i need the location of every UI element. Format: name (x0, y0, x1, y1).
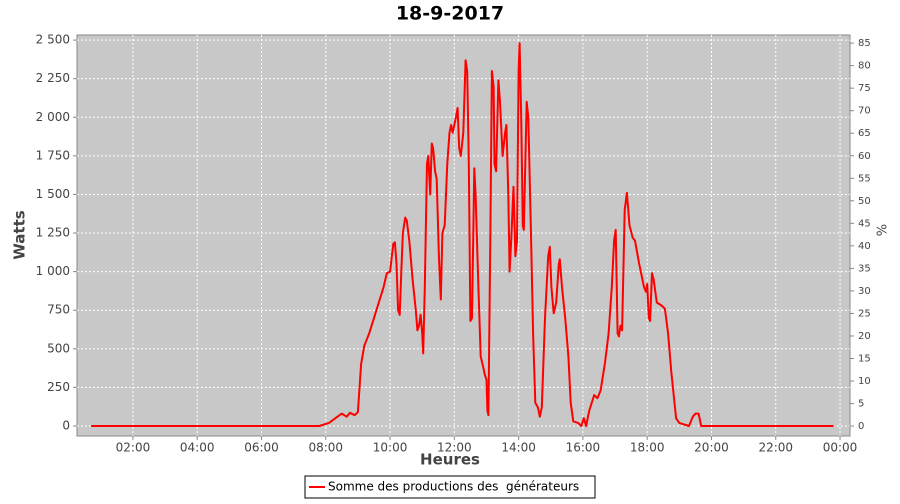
x-tick-label: 06:00 (244, 441, 279, 455)
y2-tick-label: 35 (858, 263, 871, 274)
x-tick-label: 04:00 (180, 441, 215, 455)
x-tick-label: 12:00 (437, 441, 472, 455)
y2-tick-label: 0 (858, 421, 864, 432)
y-tick-label: 2 000 (36, 110, 70, 124)
y2-tick-label: 50 (858, 196, 871, 207)
y2-tick-label: 65 (858, 128, 871, 139)
x-tick-label: 14:00 (501, 441, 536, 455)
y-tick-label: 2 250 (36, 71, 70, 85)
x-tick-label: 00:00 (823, 441, 858, 455)
y-tick-label: 1 250 (36, 226, 70, 240)
y-axis-label: Watts (11, 210, 29, 259)
y2-tick-label: 70 (858, 106, 871, 117)
y2-tick-label: 20 (858, 331, 871, 342)
series-line (91, 42, 834, 427)
y2-tick-label: 85 (858, 38, 871, 49)
x-tick-label: 10:00 (373, 441, 408, 455)
y2-tick-label: 45 (858, 218, 871, 229)
x-tick-label: 18:00 (630, 441, 665, 455)
y2-tick-label: 10 (858, 376, 871, 387)
y2-tick-label: 80 (858, 61, 871, 72)
y2-tick-label: 40 (858, 241, 871, 252)
x-axis-label: Heures (420, 451, 480, 469)
y2-axis-label: % (876, 224, 891, 236)
y2-tick-label: 60 (858, 151, 871, 162)
x-tick-label: 22:00 (758, 441, 793, 455)
y2-tick-label: 5 (858, 399, 864, 410)
x-tick-label: 20:00 (694, 441, 729, 455)
x-tick-label: 16:00 (566, 441, 601, 455)
y-tick-label: 2 500 (36, 33, 70, 47)
y2-tick-label: 75 (858, 83, 871, 94)
y-tick-label: 500 (47, 341, 70, 355)
y-tick-label: 750 (47, 303, 70, 317)
y2-tick-label: 15 (858, 354, 871, 365)
y2-tick-label: 30 (858, 286, 871, 297)
y2-tick-label: 25 (858, 308, 871, 319)
y-tick-label: 0 (62, 418, 70, 432)
y2-tick-label: 55 (858, 173, 871, 184)
y-tick-label: 250 (47, 380, 70, 394)
x-tick-label: 08:00 (308, 441, 343, 455)
legend (304, 475, 596, 499)
y-tick-label: 1 000 (36, 264, 70, 278)
x-tick-label: 02:00 (116, 441, 151, 455)
y-tick-label: 1 750 (36, 148, 70, 162)
chart-title: 18-9-2017 (396, 3, 504, 25)
y-tick-label: 1 500 (36, 187, 70, 201)
legend-label: Somme des productions des générateurs (328, 480, 579, 494)
